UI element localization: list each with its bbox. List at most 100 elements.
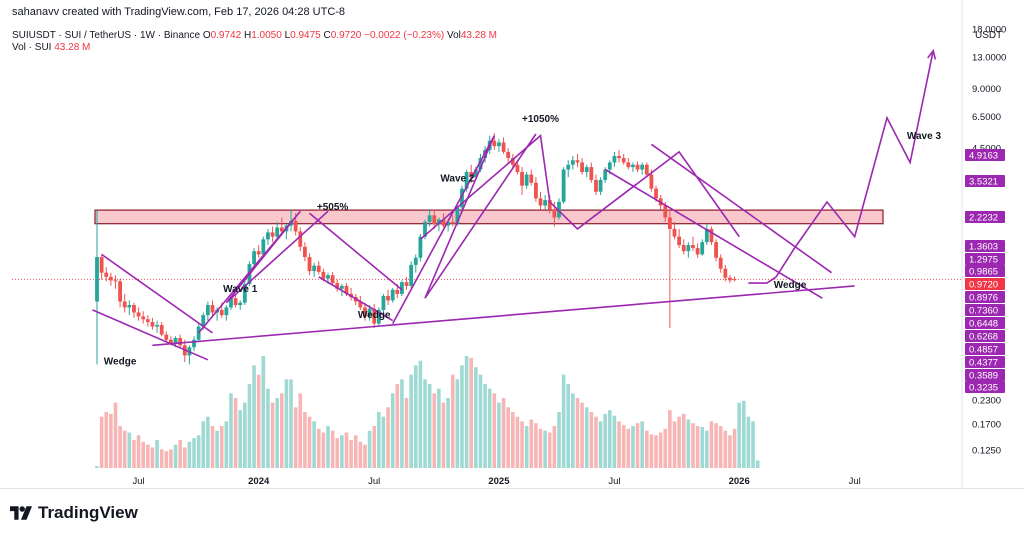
candle-body (307, 257, 312, 272)
price-badge-label: 0.6448 (969, 319, 998, 330)
candle (233, 293, 238, 308)
candle-body (141, 316, 146, 320)
volume-bar (113, 402, 118, 468)
candle (677, 228, 682, 249)
candle (400, 280, 404, 296)
candle-body (418, 236, 423, 258)
volume-bar (455, 379, 460, 468)
price-badge: 3.5321 (965, 175, 1005, 188)
candle-body (631, 164, 635, 168)
candle-body (723, 268, 728, 278)
volume-bar (330, 430, 335, 468)
resistance-zone (94, 209, 884, 225)
candle (566, 160, 571, 178)
tradingview-brand[interactable]: TradingView (10, 503, 138, 523)
price-badge-bg (965, 381, 1005, 393)
volume-indicator-value: 43.28 M (54, 42, 91, 53)
volume-bar (109, 413, 113, 468)
symbol-name[interactable]: SUIUSDT · SUI / TetherUS · 1W · Binance (12, 30, 201, 41)
x-axis-tick-label: 2024 (248, 476, 270, 487)
annotation-label: Wedge (774, 280, 807, 291)
candle-body (127, 305, 132, 308)
price-badge-bg (965, 211, 1005, 223)
candle (275, 221, 280, 240)
volume-bar (95, 466, 99, 468)
candle-body (681, 245, 686, 252)
volume-bar (284, 379, 289, 468)
candle (644, 162, 649, 178)
volume-bar (381, 416, 386, 468)
volume-bar (437, 388, 441, 468)
volume-axis-tick-label: 0.2300 (972, 396, 1001, 407)
candle (150, 317, 155, 330)
candle-body (99, 257, 104, 273)
volume-bar (178, 440, 182, 468)
candle (261, 236, 266, 256)
volume-bar (723, 430, 728, 468)
price-badge: 0.4857 (965, 343, 1005, 356)
candle-body (534, 182, 538, 199)
volume-bar (529, 419, 534, 468)
candle-body (460, 188, 464, 208)
volume-bar (755, 460, 760, 468)
candle (330, 271, 335, 286)
volume-bar (210, 426, 215, 468)
price-badge-bg (965, 149, 1005, 161)
candle (570, 155, 575, 170)
high-value: 1.0050 (251, 30, 282, 41)
annotation-label: Wedge (358, 310, 391, 321)
candle (681, 239, 686, 255)
volume-bar (608, 410, 612, 468)
candle (372, 303, 377, 329)
candle (529, 169, 534, 186)
volume-bar (99, 416, 104, 468)
price-chart[interactable]: Wedge Wave 1 +505% Wedge Wave 2 +1050% Wave 3 W… (0, 0, 1024, 490)
volume-bar (441, 402, 446, 468)
volume-bar (492, 393, 497, 468)
volume-bar (511, 412, 515, 468)
volume-bar (206, 416, 210, 468)
candle (298, 227, 303, 252)
candle-body (649, 174, 654, 189)
volume-bar (219, 426, 224, 468)
volume-bar (483, 384, 487, 468)
breakout-arrow-stem (748, 276, 777, 284)
candle-body (515, 164, 520, 173)
candle-body (635, 164, 640, 170)
volume-bar (122, 430, 127, 468)
candles (95, 133, 737, 365)
candle-body (492, 140, 497, 147)
price-badge: 2.2232 (965, 211, 1005, 224)
candle (136, 307, 141, 321)
candle (404, 276, 409, 290)
candle-body (672, 228, 677, 237)
candle (584, 164, 589, 178)
price-badge-label: 0.6268 (969, 332, 998, 343)
candle-body (524, 174, 529, 186)
candle-body (344, 285, 349, 294)
candle-body (520, 172, 524, 186)
volume-bar (238, 410, 243, 468)
candle (104, 267, 109, 282)
candle-body (303, 246, 307, 258)
candle (691, 236, 695, 252)
candle (99, 254, 104, 280)
volume-bar (307, 416, 312, 468)
volume-bar (469, 357, 474, 468)
candle (252, 248, 256, 269)
candle-body (718, 257, 723, 269)
symbol-legend: SUIUSDT · SUI / TetherUS · 1W · Binance … (12, 29, 497, 42)
candle (497, 138, 501, 152)
y-axis-tick-label: 18.0000 (972, 25, 1006, 36)
candle-body (316, 265, 321, 272)
candle-body (570, 160, 575, 165)
candle-body (529, 174, 534, 183)
price-badge-label: 0.3589 (969, 371, 998, 382)
candle (575, 153, 580, 168)
candle-body (654, 188, 658, 199)
volume-bar (404, 398, 409, 468)
candle (108, 272, 113, 286)
candle (427, 209, 432, 227)
volume-indicator-label[interactable]: Vol · SUI (12, 42, 52, 53)
volume-bar (584, 407, 589, 468)
